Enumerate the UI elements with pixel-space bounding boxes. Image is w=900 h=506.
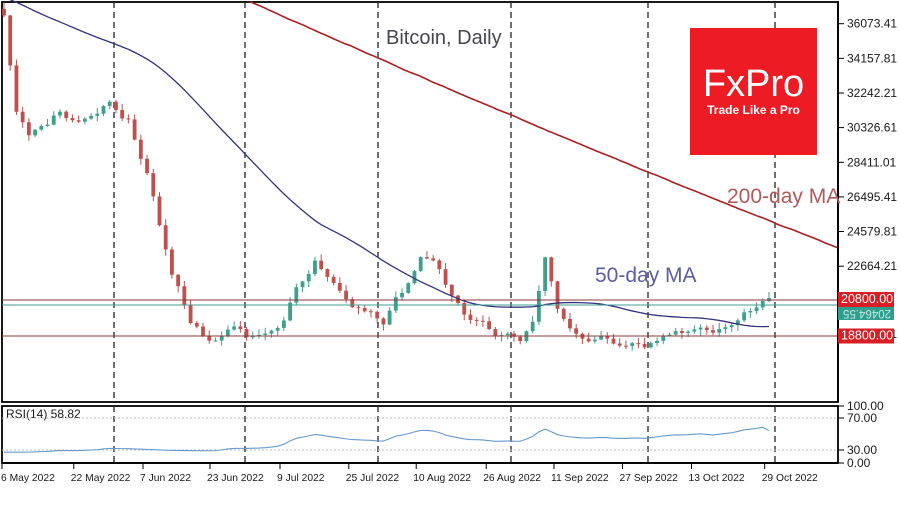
svg-text:22 May 2022: 22 May 2022 (71, 473, 131, 484)
svg-text:Trade Like a Pro: Trade Like a Pro (707, 103, 800, 117)
svg-text:13 Oct 2022: 13 Oct 2022 (689, 473, 745, 484)
svg-text:30.00: 30.00 (847, 443, 877, 457)
svg-text:6 May 2022: 6 May 2022 (1, 473, 55, 484)
svg-text:25 Jul 2022: 25 Jul 2022 (346, 473, 400, 484)
svg-text:26 Aug 2022: 26 Aug 2022 (483, 473, 541, 484)
svg-text:RSI(14) 58.82: RSI(14) 58.82 (6, 407, 81, 421)
svg-text:20464.55: 20464.55 (843, 307, 891, 319)
svg-text:FxPro: FxPro (703, 63, 804, 105)
svg-text:50-day MA: 50-day MA (595, 264, 697, 287)
svg-text:0.00: 0.00 (847, 456, 871, 470)
svg-text:20800.00: 20800.00 (841, 292, 893, 306)
svg-text:36073.41: 36073.41 (847, 17, 897, 31)
svg-text:29 Oct 2022: 29 Oct 2022 (762, 473, 818, 484)
svg-text:7 Jun 2022: 7 Jun 2022 (140, 473, 191, 484)
svg-text:27 Sep 2022: 27 Sep 2022 (620, 473, 679, 484)
svg-text:30326.61: 30326.61 (847, 121, 897, 135)
svg-text:24579.81: 24579.81 (847, 225, 897, 239)
svg-text:10 Aug 2022: 10 Aug 2022 (413, 473, 471, 484)
svg-text:11 Sep 2022: 11 Sep 2022 (551, 473, 609, 484)
svg-text:18800.00: 18800.00 (841, 329, 893, 343)
svg-text:28411.01: 28411.01 (847, 155, 896, 169)
svg-text:32242.21: 32242.21 (847, 86, 897, 100)
svg-text:26495.41: 26495.41 (847, 190, 897, 204)
svg-text:200-day MA: 200-day MA (727, 185, 840, 208)
svg-text:9 Jul 2022: 9 Jul 2022 (277, 473, 325, 484)
svg-text:34157.81: 34157.81 (847, 51, 897, 65)
svg-text:Bitcoin, Daily: Bitcoin, Daily (386, 27, 502, 49)
svg-text:22664.21: 22664.21 (847, 259, 897, 273)
svg-text:23 Jun 2022: 23 Jun 2022 (207, 473, 264, 484)
svg-text:70.00: 70.00 (847, 411, 877, 425)
